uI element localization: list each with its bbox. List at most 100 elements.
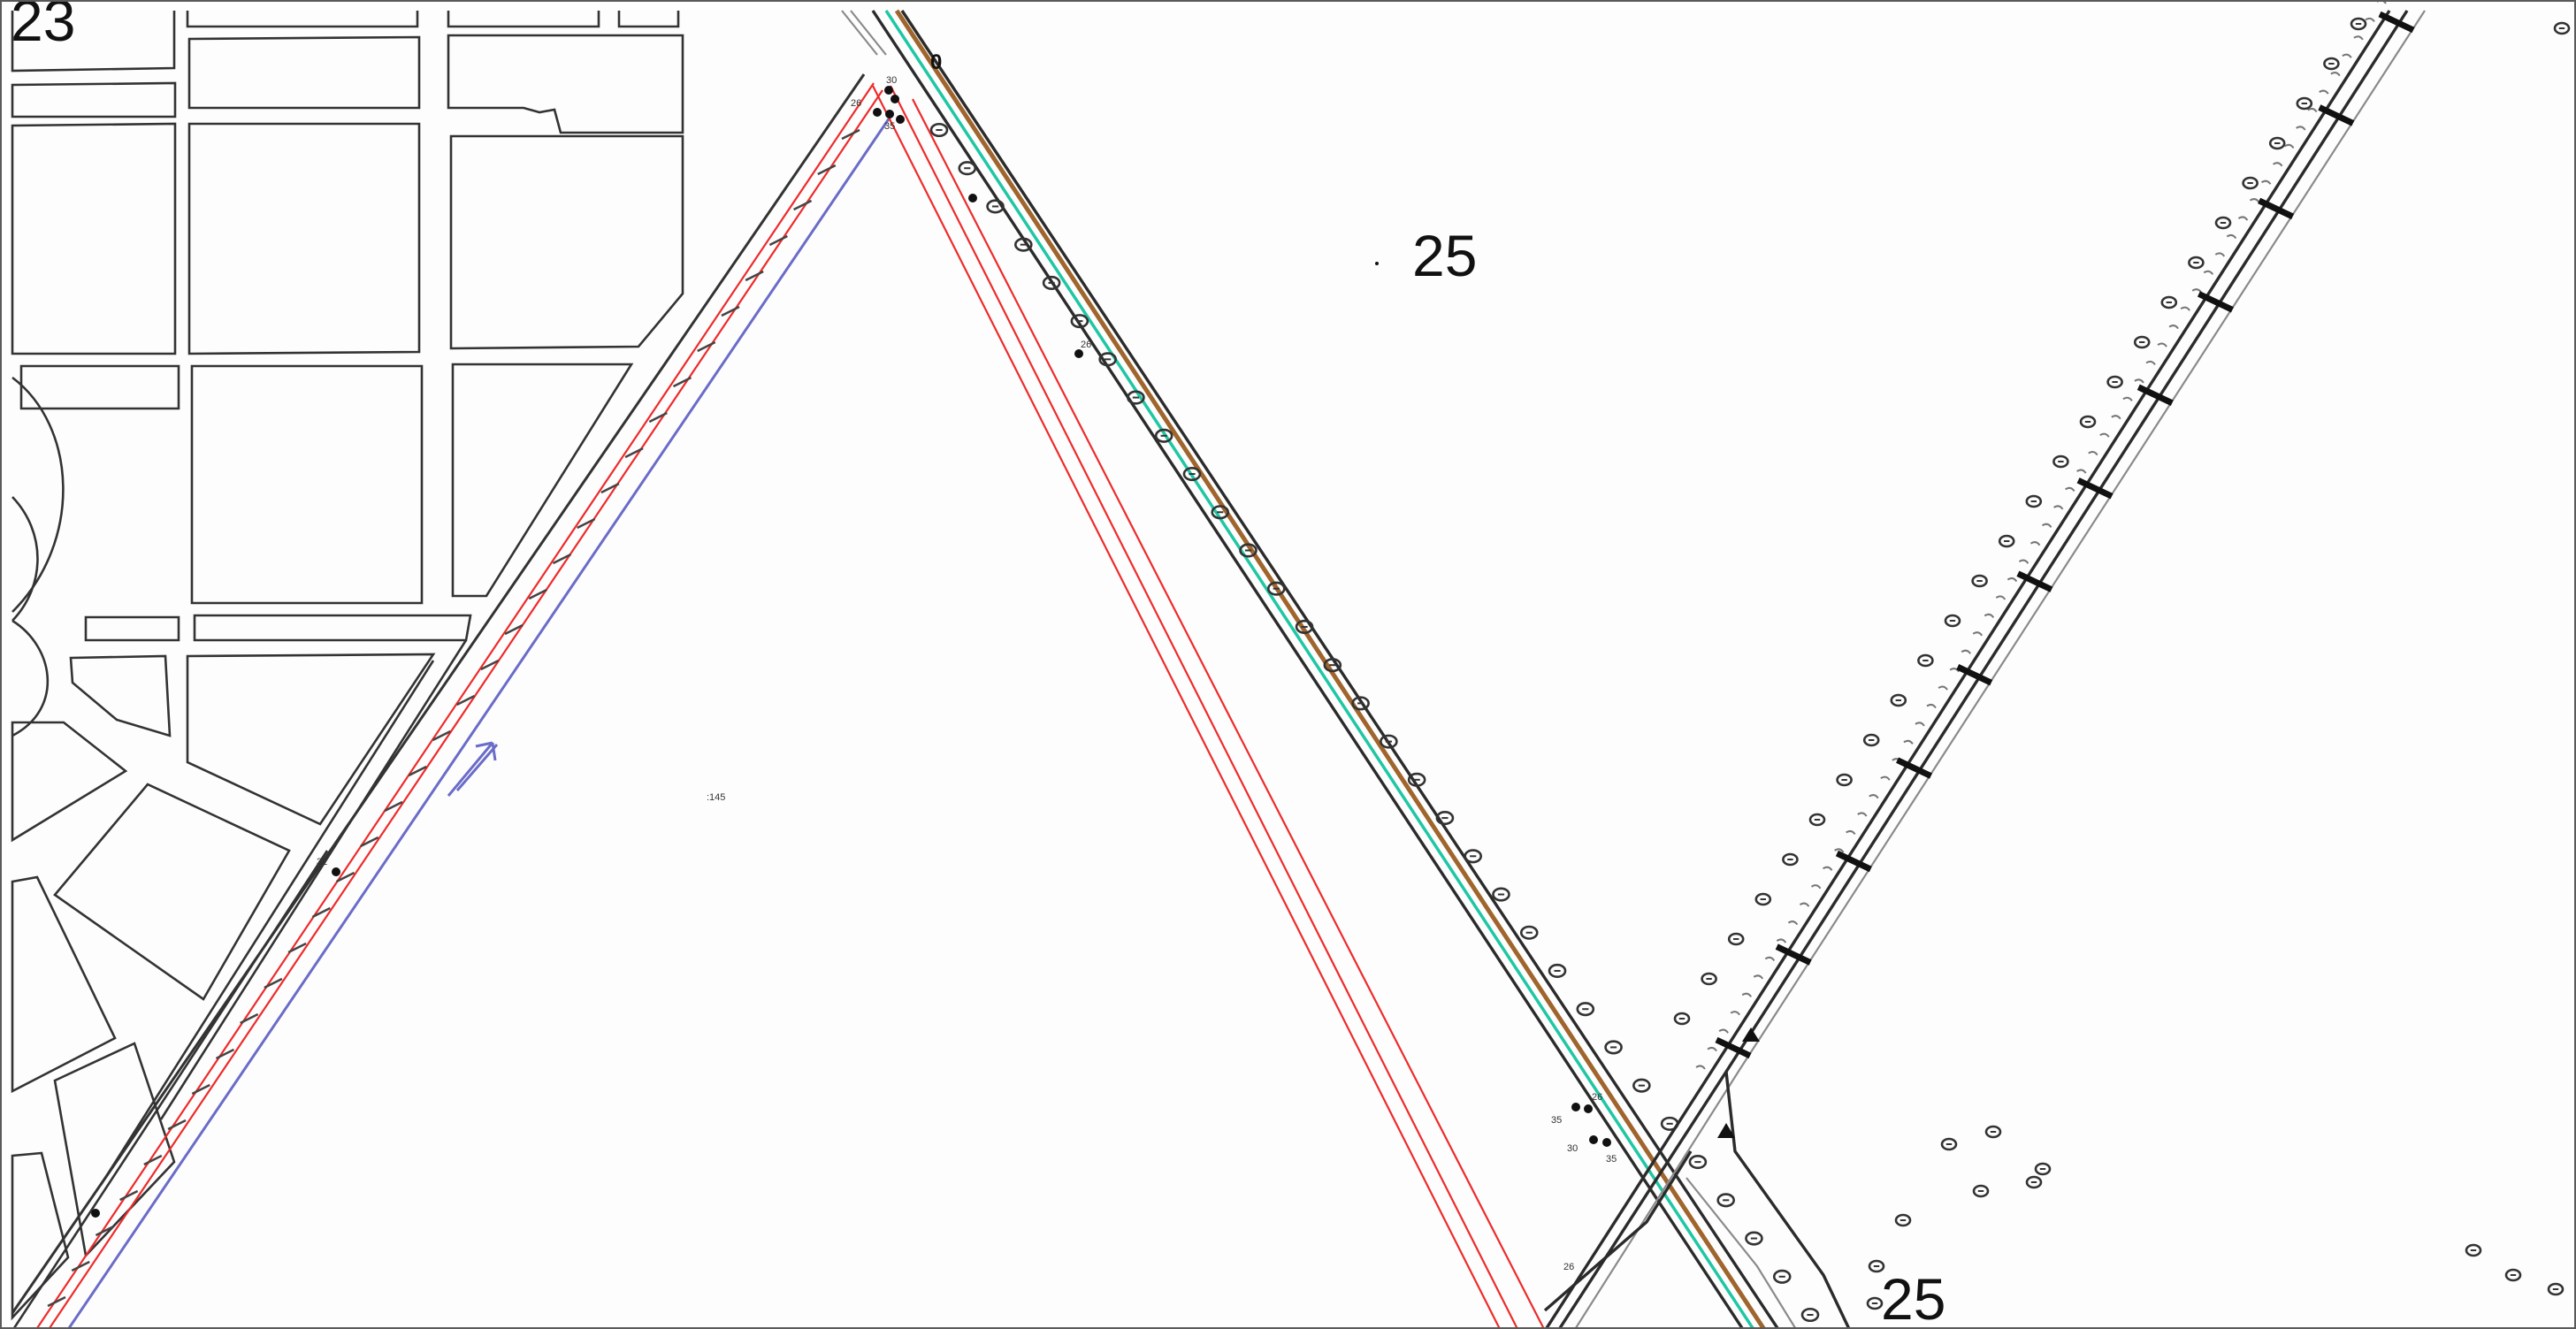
- city-block: [11, 1151, 70, 1321]
- road-tick: [552, 553, 572, 565]
- tree-symbol-icon: [2553, 21, 2571, 35]
- survey-point-icon: [1375, 262, 1379, 265]
- rail-sleeper: [2076, 477, 2114, 500]
- road-tick: [95, 1225, 114, 1237]
- road-tick: [167, 1119, 187, 1131]
- tree-symbol-icon: [2504, 1268, 2522, 1282]
- survey-point-icon: [1589, 1135, 1598, 1144]
- tree-symbol-icon: [1998, 534, 2015, 548]
- city-block: [186, 653, 436, 826]
- survey-point-icon: [1571, 1103, 1580, 1111]
- hatch-mark: [1995, 595, 2007, 600]
- hatch-mark: [1984, 613, 1995, 619]
- node-label: 30: [886, 75, 897, 86]
- hatch-mark: [2353, 35, 2364, 41]
- hatch-mark: [2065, 486, 2075, 493]
- tree-symbol-icon: [2106, 375, 2123, 389]
- hatch-mark: [2226, 233, 2237, 240]
- city-block: [53, 1042, 176, 1258]
- tree-symbol-icon: [1944, 614, 1961, 628]
- tree-symbol-icon: [2214, 216, 2232, 230]
- tree-symbol-icon: [1464, 849, 1483, 864]
- tree-symbol-icon: [2296, 96, 2313, 111]
- node-label: 35: [884, 121, 895, 132]
- hatch-mark: [1972, 631, 1984, 637]
- tree-symbol-icon: [2465, 1243, 2482, 1257]
- hatch-mark: [1846, 829, 1856, 836]
- city-block: [187, 35, 421, 110]
- hatch-mark: [2319, 89, 2329, 95]
- rail-sleeper: [1835, 850, 1872, 873]
- hatch-mark: [1926, 703, 1937, 709]
- tree-symbol-icon: [1673, 1012, 1691, 1026]
- tree-symbol-icon: [1745, 1231, 1763, 1246]
- hatch-mark: [1776, 938, 1787, 943]
- hatch-mark: [2168, 325, 2179, 330]
- tree-symbol-icon: [2547, 1282, 2565, 1296]
- tree-symbol-icon: [2133, 335, 2151, 349]
- hatch-mark: [2076, 469, 2087, 474]
- rail-sleeper: [2016, 570, 2053, 592]
- main-corridor: [841, 9, 1779, 1327]
- tree-symbol-icon: [2268, 136, 2286, 150]
- city-block: [11, 81, 177, 118]
- survey-point-icon: [968, 194, 977, 202]
- road-tick: [456, 694, 476, 707]
- survey-point-icon: [873, 108, 882, 117]
- hatch-mark: [1903, 739, 1914, 745]
- tree-symbol-icon: [2188, 256, 2205, 270]
- block-number-label: 23: [11, 2, 75, 53]
- hatch-mark: [1823, 866, 1833, 871]
- hatch-mark: [2099, 432, 2110, 438]
- tree-symbol-icon: [929, 122, 949, 138]
- node-label: 30: [1567, 1143, 1578, 1154]
- scattered-trees: [1866, 21, 2571, 1310]
- tree-symbol-icon: [1688, 1155, 1708, 1170]
- survey-points: [91, 86, 1760, 1218]
- tree-symbol-icon: [1632, 1078, 1651, 1093]
- hatch-mark: [2272, 162, 2283, 167]
- rail-sleeper: [2258, 197, 2295, 220]
- tree-symbol-icon: [1042, 275, 1061, 290]
- hatch-mark: [1880, 775, 1891, 781]
- city-block: [190, 364, 424, 605]
- hatch-mark: [2307, 107, 2318, 113]
- hatch-mark: [1718, 1028, 1729, 1034]
- tree-symbol-icon: [1211, 505, 1230, 520]
- tree-symbol-icon: [1862, 733, 1880, 747]
- survey-point-icon: [332, 867, 340, 876]
- city-block: [187, 122, 421, 355]
- tree-symbol-icon: [1866, 1296, 1884, 1310]
- hatch-mark: [2053, 505, 2064, 510]
- tree-symbol-icon: [1351, 696, 1370, 711]
- city-block: [186, 11, 419, 28]
- right-corridor: [1543, 10, 2426, 1327]
- rail-sleepers: [1715, 11, 2415, 1059]
- left-corridor: [11, 73, 893, 1327]
- node-label: 26: [1592, 1092, 1602, 1103]
- tree-symbol-icon: [1984, 1125, 2002, 1139]
- roundabout-arc: [11, 496, 39, 622]
- node-label: 35: [1551, 1115, 1562, 1126]
- tree-symbol-icon: [1940, 1137, 1958, 1151]
- hatch-mark: [2377, 2, 2387, 4]
- tree-symbol-icon: [1182, 466, 1202, 482]
- road-tick: [817, 164, 837, 176]
- survey-point-icon: [91, 1209, 100, 1218]
- tree-symbol-icon: [2323, 57, 2340, 71]
- hatch-mark: [1834, 848, 1845, 853]
- hatch-mark: [2029, 541, 2041, 546]
- rail-sleeper: [1775, 943, 1812, 966]
- node-label: 32: [317, 857, 327, 867]
- tree-symbol-icon: [1754, 892, 1772, 906]
- tree-symbol-icon: [1127, 390, 1145, 405]
- road-tick: [648, 411, 668, 424]
- tree-symbol-icon: [1098, 352, 1117, 367]
- rail-sleeper: [2378, 11, 2415, 34]
- hatch-mark: [1753, 974, 1764, 980]
- node-label: 26: [1563, 1262, 1574, 1272]
- tree-symbol-icon: [1380, 734, 1398, 749]
- hatch-mark: [1764, 956, 1776, 962]
